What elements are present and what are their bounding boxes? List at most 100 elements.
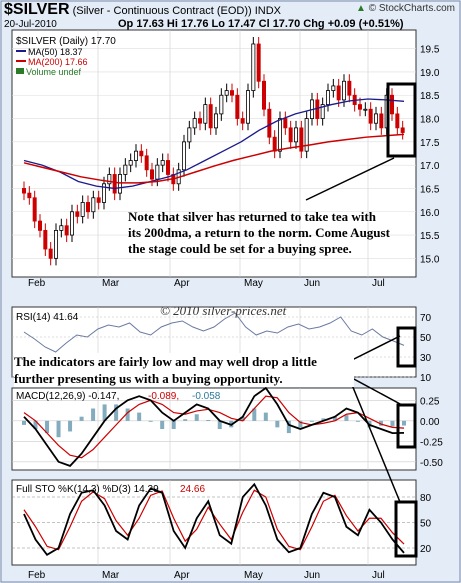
macd-histogram-bar [194,414,199,421]
macd-label-signal: -0.089, [148,391,179,402]
y-tick-label: 19.0 [420,68,440,79]
y-tick-label: 18.0 [420,115,440,126]
candle-body [102,183,107,203]
y-tick-label: 18.5 [420,91,440,102]
pointer-line-price [305,157,395,201]
candle-body [315,99,320,119]
legend-ma50: MA(50) 18.37 [28,47,83,57]
candle-body [224,90,229,96]
candle-body [32,197,37,222]
x-tick-label: Apr [174,278,190,289]
candle-body [197,118,202,124]
candle-body [155,164,160,180]
highlight-box-rsi [396,326,417,368]
y-tick-label: 0.25 [420,396,440,407]
legend-volume: Volume undef [26,67,82,77]
candle-body [299,127,304,152]
x-tick-label: May [244,570,263,581]
macd-histogram-bar [137,412,142,421]
y-tick-label: 10 [420,373,432,384]
date-label: 20-Jul-2010 [4,19,57,30]
legend-ma200: MA(200) 17.66 [28,57,88,67]
candle-body [38,220,43,231]
watermark-text: © StockCharts.com [368,3,455,14]
symbol: $SILVER [4,1,70,18]
y-tick-label: 70 [420,313,432,324]
candle-body [160,160,165,166]
macd-line [23,386,405,467]
candle-body [347,80,352,96]
sto-label-d: 24.66 [180,484,205,495]
x-tick-label: Mar [102,278,120,289]
macd-histogram-bar [45,420,50,434]
ma200-line [23,133,405,184]
candle-body [91,197,96,213]
macd-histogram-bar [355,420,360,422]
rsi-line [23,312,405,353]
candle-body [261,80,266,110]
macd-histogram-bar [56,420,61,438]
x-tick-label: Feb [28,278,46,289]
candle-body [341,80,346,101]
candle-body [272,136,277,152]
candle-body [235,94,240,119]
candle-body [112,174,117,194]
macd-histogram-bar [390,420,395,427]
x-tick-label: Jun [304,570,320,581]
macd-histogram-bar [332,416,337,421]
candle-body [400,127,405,133]
exchange: INDX [254,5,282,17]
macd-histogram-bar [102,404,107,421]
up-arrow-icon: ▲ [356,3,366,14]
candle-body [96,197,101,203]
x-tick-label: Jun [304,278,320,289]
watermark: ▲ © StockCharts.com [356,3,455,14]
macd-histogram-bar [79,416,84,421]
y-tick-label: 30 [420,353,432,364]
sto-label: Full STO %K(14,3) %D(3) 14.29, [16,484,161,495]
macd-histogram-bar [321,418,326,421]
candle-body [373,113,378,124]
highlight-box-price [386,82,417,158]
macd-histogram-bar [298,420,303,428]
candle-body [251,43,256,91]
candle-body [70,211,75,236]
candle-body [27,192,32,199]
macd-histogram-bar [183,419,188,421]
candle-body [283,118,288,129]
macd-histogram-bar [33,420,38,429]
candle-body [208,104,213,129]
y-tick-label: -0.50 [420,458,443,469]
candle-body [64,225,69,236]
candle-body [165,160,170,175]
candle-body [320,104,325,119]
candle-body [357,104,362,110]
candle-body [123,164,128,175]
y-tick-label: 80 [420,493,432,504]
macd-histogram-bar [309,420,314,422]
candle-body [139,150,144,157]
candle-body [213,113,218,129]
y-tick-label: -0.25 [420,437,443,448]
candle-body [203,104,208,124]
y-tick-label: 0.00 [420,417,440,428]
y-tick-label: 16.5 [420,184,440,195]
candle-body [187,127,192,143]
candle-body [133,150,138,161]
y-tick-label: 15.0 [420,254,440,265]
macd-histogram-bar [160,420,165,429]
candle-body [379,113,384,129]
candle-body [43,229,48,250]
y-tick-label: 15.5 [420,231,440,242]
highlight-box-macd [396,403,417,449]
highlight-box-sto [394,500,418,558]
pointer-line-rsi [347,335,401,363]
y-tick-label: 50 [420,333,432,344]
x-tick-label: Jul [372,278,385,289]
symbol-title: $SILVER (Silver - Continuous Contract (E… [4,1,281,19]
candle-body [288,127,293,143]
candle-body [304,118,309,152]
